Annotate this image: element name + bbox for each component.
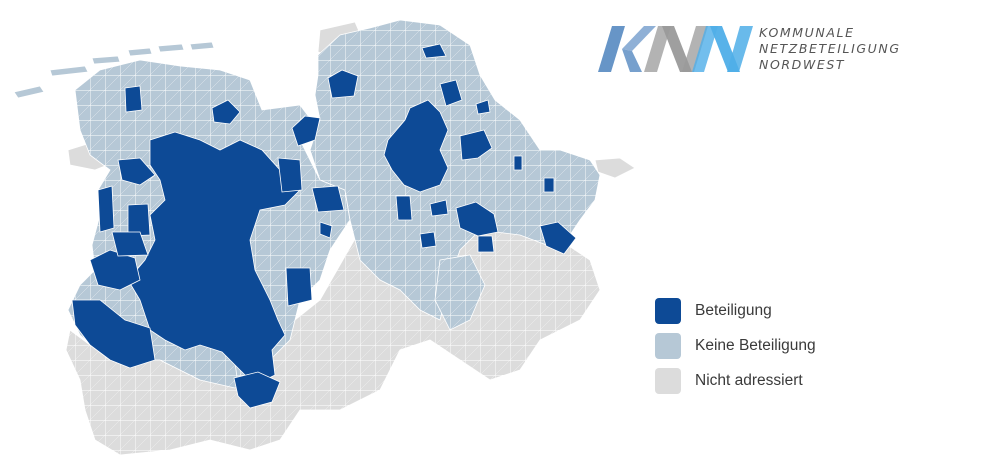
region-beteiligung	[327, 69, 359, 99]
island	[49, 65, 89, 77]
legend-label-beteiligung: Beteiligung	[695, 302, 772, 319]
municipality-map	[13, 19, 636, 456]
region-beteiligung	[455, 201, 499, 237]
legend-label-keine-beteiligung: Keine Beteiligung	[695, 337, 816, 354]
legend-swatch-beteiligung	[655, 298, 681, 324]
legend-item-beteiligung: Beteiligung	[655, 298, 855, 324]
knn-logo-mark	[598, 26, 753, 72]
region-beteiligung	[277, 157, 303, 193]
region-beteiligung	[311, 185, 345, 213]
knn-logo-text: KOMMUNALE NETZBETEILIGUNG NORDWEST	[759, 25, 901, 73]
region-beteiligung-southwest	[71, 299, 156, 369]
region-beteiligung	[459, 129, 493, 161]
region-beteiligung	[419, 231, 437, 249]
map-legend: Beteiligung Keine Beteiligung Nicht adre…	[655, 298, 855, 403]
region-beteiligung	[111, 231, 149, 257]
region-beteiligung	[477, 235, 495, 253]
island	[127, 47, 153, 57]
logo-text-line-3: NORDWEST	[759, 57, 846, 72]
region-beteiligung	[285, 267, 313, 307]
legend-label-nicht-adressiert: Nicht adressiert	[695, 372, 803, 389]
region-beteiligung	[439, 79, 463, 107]
region-beteiligung-north	[117, 157, 156, 186]
region-beteiligung	[421, 43, 447, 59]
legend-swatch-nicht-adressiert	[655, 368, 681, 394]
region-beteiligung-west-coast	[89, 249, 141, 291]
region-beteiligung	[291, 115, 321, 147]
grid-overlay	[66, 20, 600, 455]
region-beteiligung-east	[383, 99, 449, 193]
region-beteiligung	[127, 203, 151, 237]
island	[157, 43, 185, 53]
region-beteiligung	[97, 185, 115, 233]
legend-swatch-keine-beteiligung	[655, 333, 681, 359]
legend-item-nicht-adressiert: Nicht adressiert	[655, 368, 855, 394]
region-beteiligung	[539, 221, 577, 255]
region-beteiligung-west	[127, 131, 301, 386]
island	[91, 55, 121, 65]
region-beteiligung	[513, 155, 523, 171]
region-beteiligung	[395, 195, 413, 221]
region-beteiligung	[429, 199, 449, 217]
region-beteiligung	[124, 85, 143, 113]
region-nicht-adressiert-east	[594, 157, 636, 179]
map-svg	[13, 19, 636, 456]
knn-logo: KOMMUNALE NETZBETEILIGUNG NORDWEST	[598, 24, 901, 76]
logo-text-line-1: KOMMUNALE	[759, 25, 855, 40]
island	[189, 41, 215, 51]
island	[13, 85, 45, 99]
region-beteiligung	[543, 177, 555, 193]
region-beteiligung	[211, 99, 241, 125]
region-beteiligung	[319, 221, 333, 239]
logo-text-line-2: NETZBETEILIGUNG	[759, 41, 901, 56]
region-beteiligung	[475, 99, 491, 115]
region-beteiligung-far-south	[233, 371, 281, 409]
legend-item-keine-beteiligung: Keine Beteiligung	[655, 333, 855, 359]
